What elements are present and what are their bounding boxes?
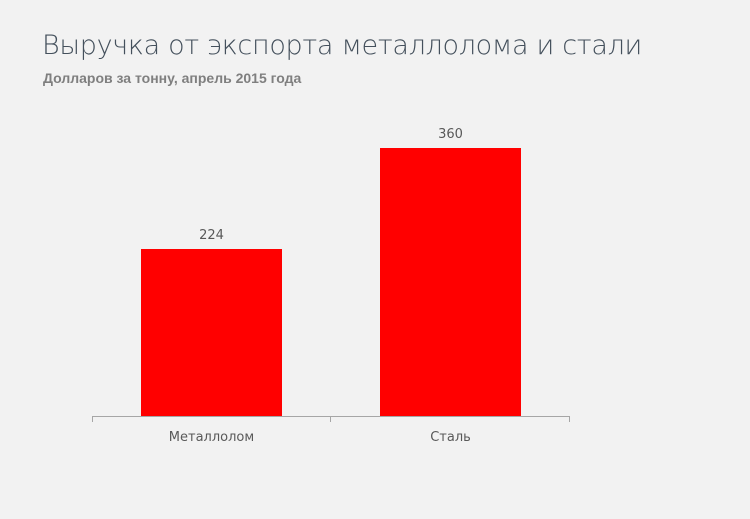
category-label: Металлолом <box>168 430 255 445</box>
chart-subtitle: Долларов за тонну, апрель 2015 года <box>43 70 302 86</box>
plot-area: 224 360 <box>92 100 570 416</box>
x-axis-tick <box>330 416 331 422</box>
category-label: Сталь <box>430 430 471 445</box>
bar-1 <box>141 249 282 416</box>
x-axis-tick <box>92 416 93 422</box>
chart-title: Выручка от экспорта металлолома и стали <box>42 30 643 61</box>
data-label: 224 <box>199 228 224 244</box>
x-axis-line <box>92 416 570 417</box>
x-axis-tick <box>569 416 570 422</box>
data-label: 360 <box>438 127 463 142</box>
bar-2 <box>380 148 521 416</box>
